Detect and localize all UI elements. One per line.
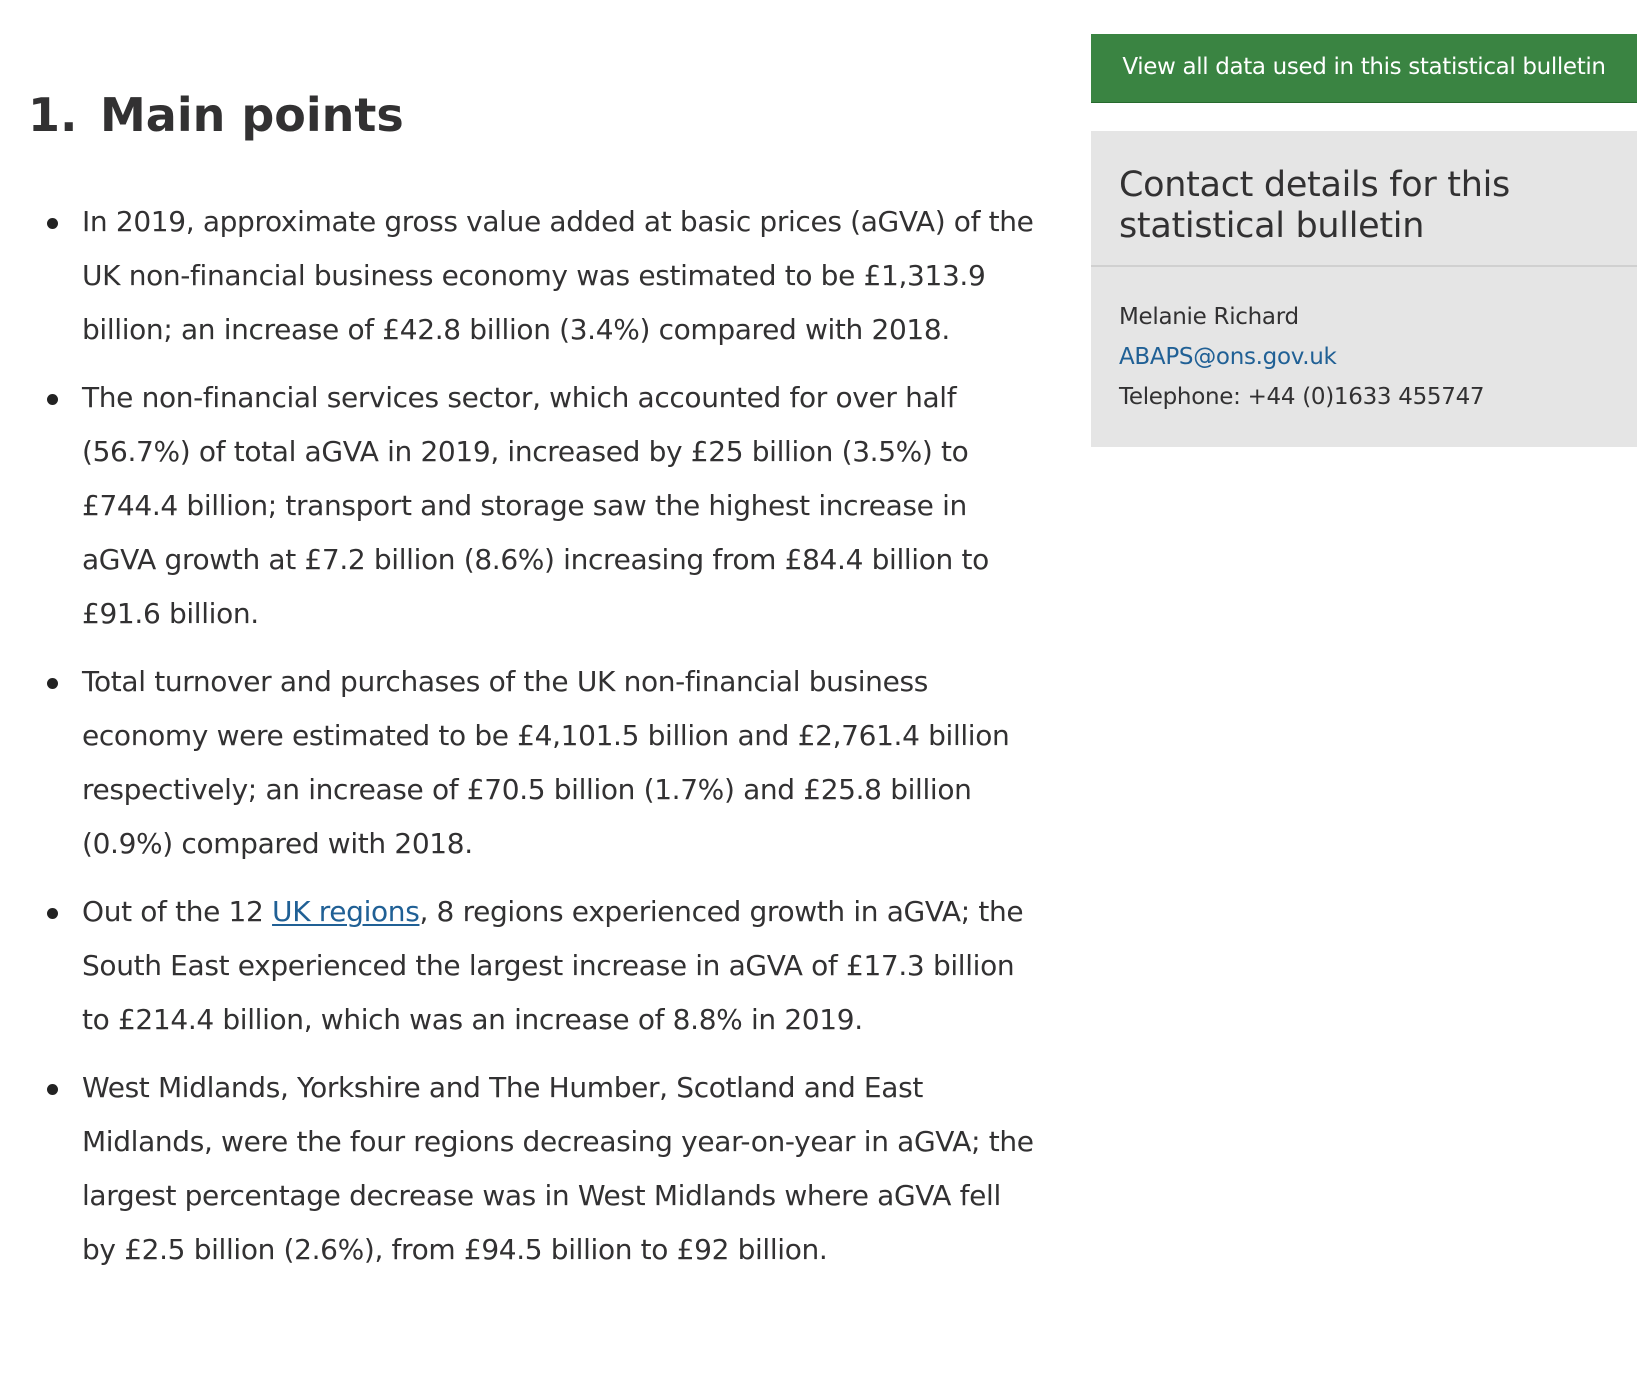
- contact-email-link[interactable]: ABAPS@ons.gov.uk: [1119, 344, 1337, 370]
- main-content: 1. Main points In 2019, approximate gross…: [28, 88, 1038, 1291]
- bullet-icon: [47, 678, 58, 690]
- list-item: West Midlands, Yorkshire and The Humber,…: [28, 1061, 1038, 1277]
- uk-regions-link[interactable]: UK regions: [272, 895, 420, 929]
- contact-panel: Contact details for this statistical bul…: [1091, 131, 1637, 447]
- list-item: The non-financial services sector, which…: [28, 371, 1038, 641]
- point-text: The non-financial services sector, which…: [82, 381, 989, 631]
- point-text: Total turnover and purchases of the UK n…: [82, 665, 1010, 861]
- point-text: West Midlands, Yorkshire and The Humber,…: [82, 1071, 1034, 1267]
- contact-details: Melanie Richard ABAPS@ons.gov.uk Telepho…: [1091, 267, 1637, 447]
- main-points-list: In 2019, approximate gross value added a…: [28, 195, 1038, 1277]
- contact-telephone: Telephone: +44 (0)1633 455747: [1119, 384, 1485, 410]
- list-item: In 2019, approximate gross value added a…: [28, 195, 1038, 357]
- bullet-icon: [47, 218, 58, 230]
- contact-title: Contact details for this statistical bul…: [1091, 131, 1637, 267]
- bullet-icon: [47, 908, 58, 920]
- bullet-icon: [47, 394, 58, 406]
- list-item: Out of the 12 UK regions, 8 regions expe…: [28, 885, 1038, 1047]
- point-text: In 2019, approximate gross value added a…: [82, 205, 1034, 347]
- section-title: Main points: [100, 88, 404, 142]
- section-number: 1.: [28, 88, 78, 142]
- point-text-before-link: Out of the 12: [82, 895, 273, 929]
- section-heading: 1. Main points: [28, 88, 1038, 143]
- contact-name: Melanie Richard: [1119, 304, 1299, 330]
- sidebar: View all data used in this statistical b…: [1091, 34, 1637, 447]
- bullet-icon: [47, 1084, 58, 1096]
- point-text-after-link: , 8 regions experienced growth in aGVA; …: [82, 895, 1024, 1037]
- view-all-data-button[interactable]: View all data used in this statistical b…: [1091, 34, 1637, 103]
- list-item: Total turnover and purchases of the UK n…: [28, 655, 1038, 871]
